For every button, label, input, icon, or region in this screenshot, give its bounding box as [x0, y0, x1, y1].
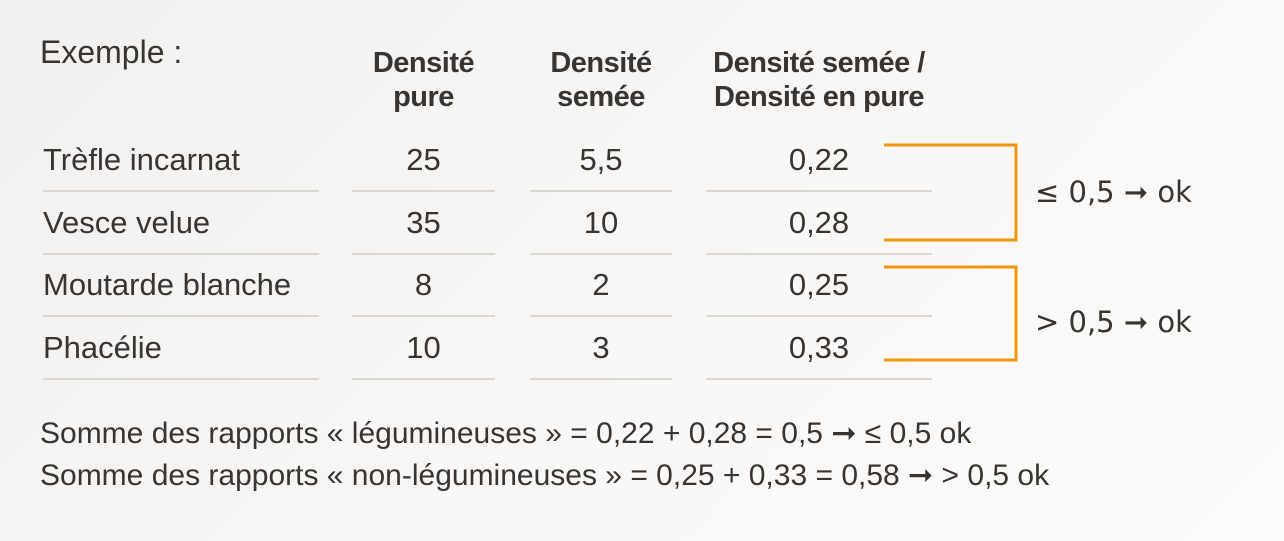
- column-header: Densité semée: [530, 46, 672, 114]
- column-header: Densité semée / Densité en pure: [690, 46, 948, 114]
- species-name: Moutarde blanche: [43, 267, 292, 302]
- note: Somme des rapports « légumineuses » = 0,…: [40, 417, 972, 450]
- column-header: Densité pure: [352, 46, 495, 114]
- row-divider: [530, 315, 672, 317]
- density-ratio: 0,28: [788, 204, 850, 240]
- species-name: Vesce velue: [43, 204, 211, 240]
- header-line: Densité semée /: [713, 47, 925, 79]
- row-divider: [43, 315, 319, 317]
- example-label: Exemple :: [40, 34, 183, 70]
- row-divider: [706, 377, 932, 380]
- density-ratio: 0,22: [788, 142, 850, 177]
- row-divider: [706, 315, 932, 317]
- note: Somme des rapports « non-légumineuses » …: [40, 459, 1050, 492]
- row-divider: [352, 190, 495, 192]
- row-divider: [352, 315, 495, 317]
- species-name: Trèfle incarnat: [43, 142, 240, 177]
- bracket: [884, 265, 1018, 362]
- row-divider: [530, 377, 672, 380]
- row-divider: [530, 252, 672, 255]
- sown-density: 10: [583, 204, 619, 240]
- pure-density: 8: [414, 267, 433, 302]
- row-divider: [352, 252, 495, 255]
- row-divider: [530, 190, 672, 192]
- row-divider: [706, 252, 932, 255]
- species-name: Phacélie: [43, 329, 162, 365]
- row-divider: [706, 190, 932, 192]
- row-divider: [352, 377, 495, 380]
- header-line: Densité: [372, 47, 475, 79]
- sown-density: 3: [592, 329, 610, 365]
- row-divider: [43, 377, 319, 380]
- pure-density: 10: [406, 329, 441, 365]
- row-divider: [43, 190, 319, 192]
- bracket-label: > 0,5 ➞ ok: [1035, 305, 1192, 339]
- bracket: [884, 143, 1018, 242]
- header-line: Densité: [550, 47, 652, 79]
- pure-density: 35: [406, 204, 441, 240]
- row-divider: [43, 252, 319, 255]
- sown-density: 5,5: [579, 142, 623, 177]
- density-ratio: 0,25: [788, 267, 850, 302]
- header-line: Densité en pure: [713, 81, 925, 113]
- density-ratio: 0,33: [788, 329, 850, 365]
- bracket-label: ≤ 0,5 ➞ ok: [1035, 175, 1192, 209]
- pure-density: 25: [406, 142, 441, 177]
- header-line: pure: [393, 81, 454, 113]
- sown-density: 2: [592, 267, 610, 302]
- header-line: semée: [557, 81, 645, 113]
